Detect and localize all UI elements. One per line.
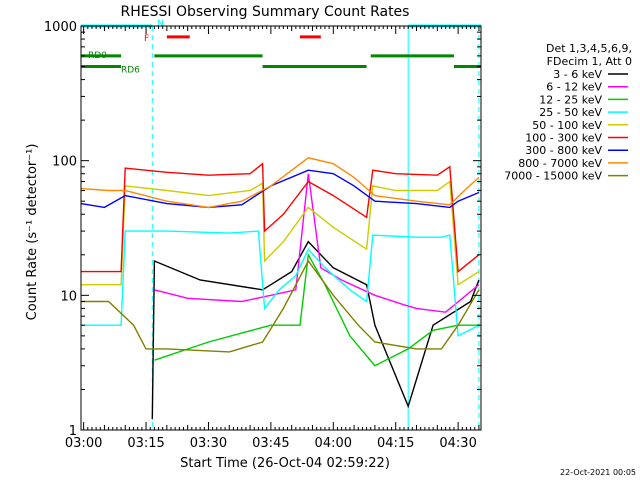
x-tick-label-1: 03:15: [127, 436, 164, 451]
flag-label-4: RD6: [121, 66, 140, 76]
plot-area: NF RD0 RD6: [80, 19, 481, 430]
legend-entry-7: 800 - 7000 keV: [518, 157, 602, 170]
legend-entry-5: 100 - 300 keV: [525, 132, 602, 145]
x-tick-label-5: 04:15: [377, 436, 414, 451]
x-tick-label-3: 03:45: [252, 436, 289, 451]
x-tick-label-0: 03:00: [65, 436, 102, 451]
flag-label-3: RD0: [88, 51, 107, 61]
y-tick-label-1: 10: [60, 289, 77, 304]
legend-entry-1: 6 - 12 keV: [546, 81, 602, 94]
legend-entry-3: 25 - 50 keV: [539, 106, 602, 119]
legend-entry-0: 3 - 6 keV: [553, 68, 602, 81]
legend-entry-2: 12 - 25 keV: [539, 93, 602, 106]
y-tick-label-3: 1000: [44, 20, 77, 35]
series-line-8: [81, 259, 480, 353]
footer-date: 22-Oct-2021 00:05: [560, 468, 636, 477]
x-axis-label: Start Time (26-Oct-04 02:59:22): [180, 456, 390, 471]
flag-label-1: N: [157, 19, 164, 29]
y-tick-label-2: 100: [52, 155, 77, 170]
legend: Det 1,3,4,5,6,9,FDecim 1, Att 03 - 6 keV…: [504, 42, 632, 183]
flag-label-2: F: [144, 34, 149, 44]
series-line-2: [154, 252, 479, 367]
legend-header-1: FDecim 1, Att 0: [547, 55, 632, 68]
chart-title: RHESSI Observing Summary Count Rates: [121, 4, 410, 20]
series-line-0: [151, 240, 480, 420]
legend-entry-4: 50 - 100 keV: [532, 119, 602, 132]
series-line-5: [81, 162, 480, 273]
legend-entry-8: 7000 - 15000 keV: [504, 170, 602, 183]
series-line-1: [154, 173, 480, 313]
x-tick-label-6: 04:30: [439, 436, 476, 451]
series-line-6: [80, 169, 480, 209]
plot-frame: [80, 25, 482, 431]
x-tick-label-2: 03:30: [190, 436, 227, 451]
legend-entry-6: 300 - 800 keV: [525, 144, 602, 157]
series-line-3: [81, 230, 480, 338]
legend-header-0: Det 1,3,4,5,6,9,: [546, 42, 632, 55]
y-tick-label-0: 1: [69, 424, 77, 439]
y-axis-label: Count Rate (s⁻¹ detector⁻¹): [25, 144, 40, 321]
series-line-4: [81, 180, 480, 286]
x-tick-label-4: 04:00: [315, 436, 352, 451]
axes: 1 10 100 1000 03:00 03:15 03:30 03:45 04:00 04:15…: [44, 20, 482, 451]
series-line-7: [80, 157, 480, 209]
